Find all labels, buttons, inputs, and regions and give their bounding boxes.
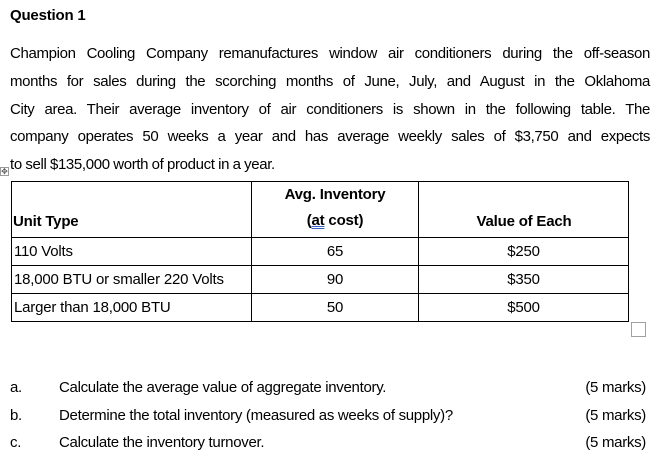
table-row: Larger than 18,000 BTU 50 $500 [11, 293, 629, 322]
table-resize-handle-icon[interactable] [631, 322, 646, 337]
list-item: c. Calculate the inventory turnover. (5 … [0, 429, 669, 457]
inventory-table: Unit Type Avg. Inventory (at cost) Value… [11, 181, 629, 322]
table-move-handle-icon[interactable]: ✥ [0, 167, 9, 176]
problem-paragraph: Champion Cooling Company remanufactures … [10, 40, 650, 179]
cell-value-of-each: $350 [418, 265, 629, 294]
cell-avg-inventory: 50 [251, 293, 419, 322]
question-letter: a. [10, 379, 22, 396]
question-list: a. Calculate the average value of aggreg… [0, 374, 669, 457]
question-title: Question 1 [10, 7, 86, 24]
question-text: Calculate the average value of aggregate… [59, 379, 387, 396]
question-marks: (5 marks) [585, 406, 646, 424]
table-row: 18,000 BTU or smaller 220 Volts 90 $350 [11, 265, 629, 294]
question-letter: c. [10, 434, 22, 451]
header-value-of-each: Value of Each [418, 181, 629, 238]
table-row: 110 Volts 65 $250 [11, 237, 629, 266]
question-text: Determine the total inventory (measured … [59, 406, 453, 424]
paragraph-line: Champion Cooling Company remanufactures … [10, 45, 650, 62]
paragraph-line: months for sales during the scorching mo… [10, 72, 650, 90]
cell-unit-type: Larger than 18,000 BTU [11, 293, 252, 322]
cell-avg-inventory: 90 [251, 265, 419, 294]
header-unit-type: Unit Type [11, 181, 252, 238]
cell-unit-type: 110 Volts [11, 237, 252, 266]
cell-avg-inventory: 65 [251, 237, 419, 266]
cell-value-of-each: $500 [418, 293, 629, 322]
question-letter: b. [10, 406, 22, 424]
header-avg-inventory: Avg. Inventory (at cost) [251, 181, 419, 238]
list-item: b. Determine the total inventory (measur… [0, 402, 669, 430]
question-marks: (5 marks) [585, 434, 646, 451]
list-item: a. Calculate the average value of aggreg… [0, 374, 669, 402]
paragraph-line: to sell $135,000 worth of product in a y… [10, 156, 275, 174]
grammar-flag-at[interactable]: at [311, 211, 325, 229]
question-text: Calculate the inventory turnover. [59, 434, 265, 451]
cell-unit-type: 18,000 BTU or smaller 220 Volts [11, 265, 252, 294]
question-marks: (5 marks) [585, 379, 646, 396]
paragraph-line: City area. Their average inventory of ai… [10, 100, 650, 118]
table-header-row: Unit Type Avg. Inventory (at cost) Value… [11, 181, 629, 238]
paragraph-line: company operates 50 weeks a year and has… [10, 128, 650, 146]
cell-value-of-each: $250 [418, 237, 629, 266]
